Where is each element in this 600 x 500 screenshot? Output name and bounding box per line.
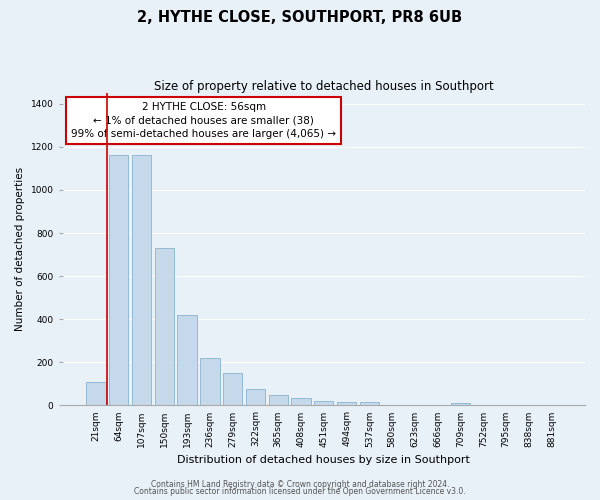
X-axis label: Distribution of detached houses by size in Southport: Distribution of detached houses by size … — [178, 455, 470, 465]
Bar — [109, 156, 128, 406]
Bar — [337, 402, 356, 406]
Y-axis label: Number of detached properties: Number of detached properties — [15, 167, 25, 332]
Bar — [132, 156, 151, 406]
Bar — [359, 402, 379, 406]
Text: Contains HM Land Registry data © Crown copyright and database right 2024.: Contains HM Land Registry data © Crown c… — [151, 480, 449, 489]
Bar — [451, 404, 470, 406]
Bar — [178, 315, 197, 406]
Text: 2 HYTHE CLOSE: 56sqm
← 1% of detached houses are smaller (38)
99% of semi-detach: 2 HYTHE CLOSE: 56sqm ← 1% of detached ho… — [71, 102, 336, 139]
Bar — [223, 373, 242, 406]
Bar — [269, 394, 288, 406]
Title: Size of property relative to detached houses in Southport: Size of property relative to detached ho… — [154, 80, 494, 93]
Bar — [246, 390, 265, 406]
Text: Contains public sector information licensed under the Open Government Licence v3: Contains public sector information licen… — [134, 487, 466, 496]
Bar — [200, 358, 220, 406]
Bar — [314, 401, 334, 406]
Bar — [155, 248, 174, 406]
Bar — [292, 398, 311, 406]
Text: 2, HYTHE CLOSE, SOUTHPORT, PR8 6UB: 2, HYTHE CLOSE, SOUTHPORT, PR8 6UB — [137, 10, 463, 25]
Bar — [86, 382, 106, 406]
